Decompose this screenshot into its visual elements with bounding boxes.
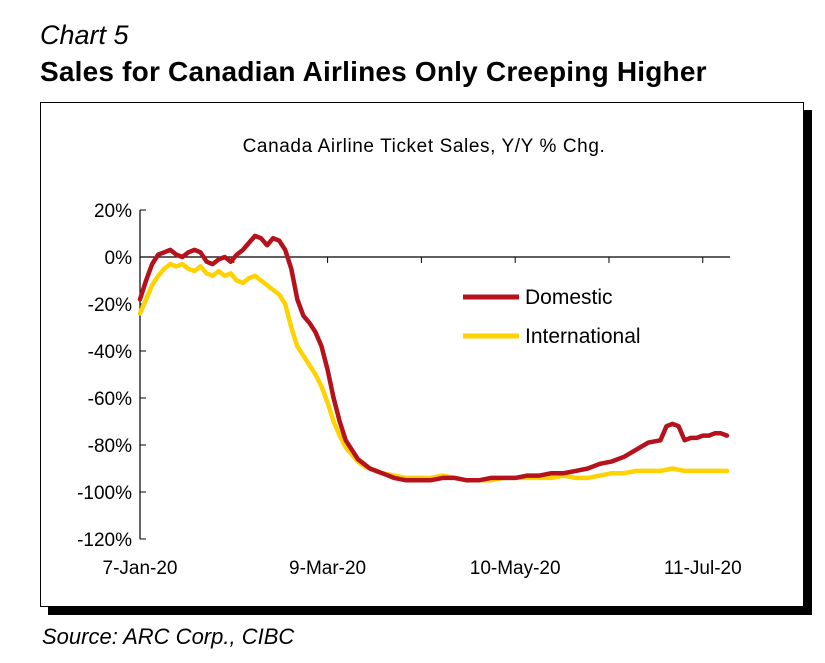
y-tick-label: -120% — [77, 530, 132, 551]
series-lines — [137, 233, 730, 483]
y-axis: 20% 0% -20% -40% -60% -80% -100% -120% — [77, 201, 146, 551]
legend: Domestic International — [463, 286, 641, 348]
legend-label-international: International — [525, 325, 641, 348]
legend-label-domestic: Domestic — [525, 286, 613, 309]
x-tick-label: 9-Mar-20 — [289, 558, 366, 579]
y-tick-label: -80% — [88, 436, 132, 457]
y-tick-label: -60% — [88, 389, 132, 410]
y-tick-label: 0% — [105, 248, 133, 269]
x-axis: 7-Jan-20 9-Mar-20 10-May-20 11-Jul-20 — [103, 256, 742, 579]
source-note: Source: ARC Corp., CIBC — [42, 624, 295, 649]
x-tick-label: 7-Jan-20 — [103, 558, 178, 579]
y-tick-label: 20% — [94, 201, 132, 222]
x-tick-label: 10-May-20 — [470, 558, 561, 579]
chart-frame — [40, 102, 804, 607]
series-line-domestic — [137, 233, 730, 483]
x-tick-label: 11-Jul-20 — [664, 558, 742, 579]
chart-number-label: Chart 5 — [40, 20, 129, 50]
series-line-international — [137, 261, 730, 483]
y-tick-label: -20% — [88, 295, 132, 316]
y-tick-label: -40% — [88, 342, 132, 363]
chart-heading: Sales for Canadian Airlines Only Creepin… — [40, 56, 707, 87]
plot-title: Canada Airline Ticket Sales, Y/Y % Chg. — [243, 136, 606, 157]
y-tick-label: -100% — [77, 483, 132, 504]
